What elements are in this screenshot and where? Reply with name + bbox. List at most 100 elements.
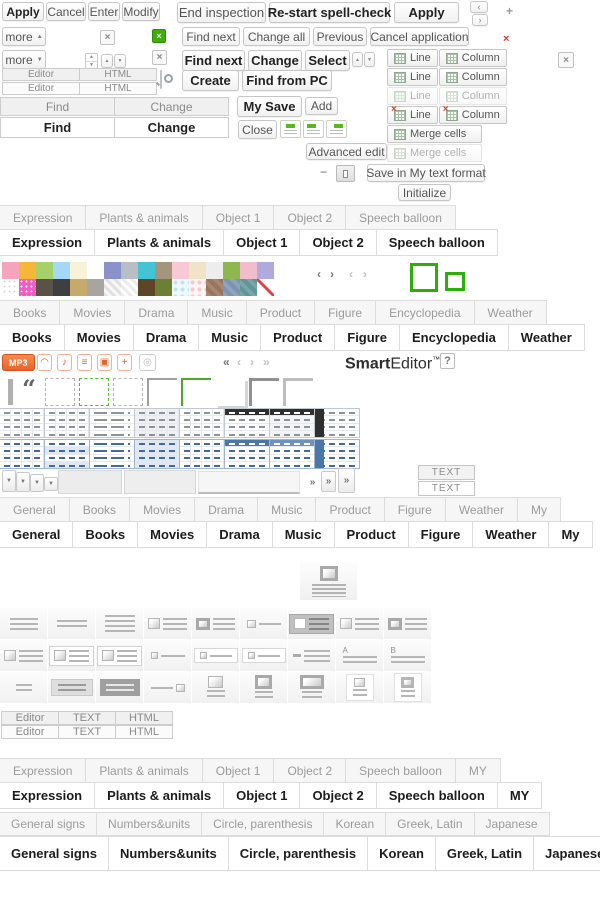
layout-template[interactable] [48,640,95,671]
tab[interactable]: Expression [0,782,96,809]
tab[interactable]: Plants & animals [94,229,225,256]
tab[interactable]: Music [257,497,317,523]
tab[interactable]: Korean [367,836,436,871]
tab[interactable]: Weather [444,497,518,523]
border-style-tile[interactable] [113,378,143,406]
tab[interactable]: Greek, Latin [434,836,535,871]
table-style[interactable] [314,439,360,469]
border-style-tile[interactable] [8,379,13,405]
select-down-button[interactable]: ▼ [364,52,375,67]
align-top-icon[interactable] [280,120,301,138]
tab[interactable]: Circle, parenthesis [227,836,369,871]
layout-template[interactable] [0,672,47,703]
color-swatch[interactable] [19,279,36,296]
color-swatch[interactable] [36,279,53,296]
tab[interactable]: Figure [383,497,446,523]
apply-button[interactable]: Apply [2,2,44,21]
layout-template[interactable] [144,640,191,671]
prev-icon[interactable]: ‹ [237,355,241,369]
tab[interactable]: Speech balloon [375,229,498,256]
select-button[interactable]: Select [305,50,350,71]
tab[interactable]: TEXT [58,725,116,739]
border-style-tile[interactable] [215,378,245,406]
tab-find[interactable]: Find [0,97,115,116]
cancel-button[interactable]: Cancel [46,2,86,21]
table-style[interactable] [269,439,315,469]
tab[interactable]: Weather [473,300,547,326]
tab[interactable]: Figure [334,324,400,351]
layout-template[interactable]: B [384,640,431,671]
tab[interactable]: Books [0,324,65,351]
color-swatch[interactable] [121,262,138,279]
tab[interactable]: Object 2 [273,758,347,784]
select-up-button[interactable]: ▲ [352,52,363,67]
color-swatch[interactable] [70,262,87,279]
music-note-icon[interactable]: ♪ [57,354,72,371]
color-swatch[interactable] [189,262,206,279]
dropdown-arrow-button[interactable]: ▼ [16,472,30,492]
tab[interactable]: TEXT [58,711,116,725]
green-frame-large[interactable] [410,263,438,292]
close-green-icon[interactable]: × [152,29,166,43]
layout-template[interactable]: A [336,640,383,671]
color-swatch[interactable] [240,279,257,296]
layout-template[interactable] [384,608,431,639]
color-swatch[interactable] [138,262,155,279]
tab[interactable]: Expression [0,229,96,256]
change-all-button[interactable]: Change all [243,27,310,46]
table-style[interactable] [314,408,360,438]
color-swatch[interactable] [189,279,206,296]
prev-arrow-button[interactable]: ‹ [470,1,488,13]
tab[interactable]: General [0,521,74,548]
tab[interactable]: Speech balloon [375,782,498,809]
table-style[interactable] [44,408,90,438]
spinner-control[interactable]: ▲ ▼ [85,53,98,69]
text-mode-button[interactable]: TEXT [418,465,475,480]
tab[interactable]: Speech balloon [345,205,456,231]
tab[interactable]: Encyclopedia [398,324,509,351]
tab[interactable]: MY [454,758,501,784]
blank-toolbar-panel[interactable] [58,470,122,494]
close-icon[interactable]: × [152,50,167,65]
next-icon[interactable]: › [250,355,254,369]
tab[interactable]: Figure [314,300,377,326]
delete-column-button[interactable]: Column [438,104,507,124]
color-swatch[interactable] [53,279,70,296]
tab[interactable]: Expression [0,205,87,231]
playlist-icon[interactable]: ≡ [77,354,92,371]
create-button[interactable]: Create [182,70,239,91]
tab-editor[interactable]: Editor [2,82,80,95]
tab[interactable]: Product [315,497,385,523]
expand-more-icon[interactable]: » [306,474,319,491]
color-swatch[interactable] [257,279,274,296]
tab-html[interactable]: HTML [79,82,157,95]
color-swatch[interactable] [2,279,19,296]
color-swatch[interactable] [53,262,70,279]
color-swatch[interactable] [206,279,223,296]
find-from-pc-button[interactable]: Find from PC [242,70,332,91]
layout-template[interactable] [336,672,383,703]
color-swatch[interactable] [70,279,87,296]
tab[interactable]: Drama [206,521,273,548]
tab[interactable]: Movies [137,521,208,548]
layout-template[interactable] [288,608,335,639]
close-button[interactable]: Close [238,120,277,139]
layout-template[interactable] [288,640,335,671]
tv-icon[interactable]: ▣ [97,354,112,371]
spin-down-icon[interactable]: ▼ [89,61,94,68]
find-next-bold-button[interactable]: Find next [182,50,245,71]
next-arrow-button[interactable]: › [472,14,488,26]
text-mode-button-alt[interactable]: TEXT [418,481,475,496]
table-style[interactable] [89,439,135,469]
tab[interactable]: Movies [63,324,134,351]
tab-find[interactable]: Find [0,117,115,138]
down-arrow-button[interactable]: ▼ [114,54,126,68]
tab[interactable]: My [548,521,593,548]
color-swatch[interactable] [87,279,104,296]
layout-template[interactable] [96,672,143,703]
color-swatch[interactable] [172,279,189,296]
tab[interactable]: Books [72,521,139,548]
insert-line-button[interactable]: Line [387,68,438,86]
tab[interactable]: Music [187,300,247,326]
layout-template[interactable] [192,640,239,671]
